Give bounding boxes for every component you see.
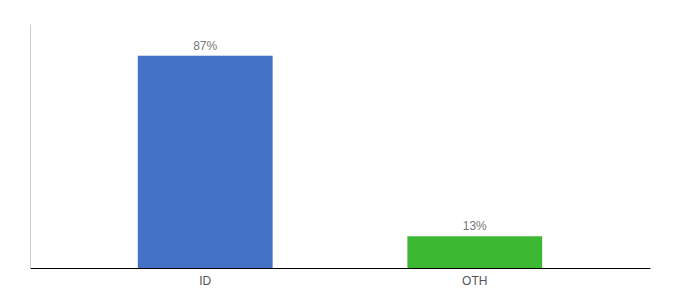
x-tick: ID <box>199 268 211 288</box>
bar <box>407 236 542 268</box>
bar <box>138 56 273 268</box>
data-label: 13% <box>463 219 487 233</box>
chart: ID OTH 87% 13% <box>0 0 680 300</box>
x-axis-line <box>31 268 651 269</box>
x-tick-label: OTH <box>462 274 487 288</box>
x-tick-label: ID <box>199 274 211 288</box>
data-labels: 87% 13% <box>193 39 487 234</box>
y-axis-line <box>30 25 31 269</box>
data-label: 87% <box>193 39 217 53</box>
x-axis: ID OTH <box>31 268 651 288</box>
x-tick: OTH <box>462 268 487 288</box>
plot: ID OTH 87% 13% <box>31 25 651 288</box>
bars <box>138 56 542 268</box>
y-axis <box>30 25 31 269</box>
